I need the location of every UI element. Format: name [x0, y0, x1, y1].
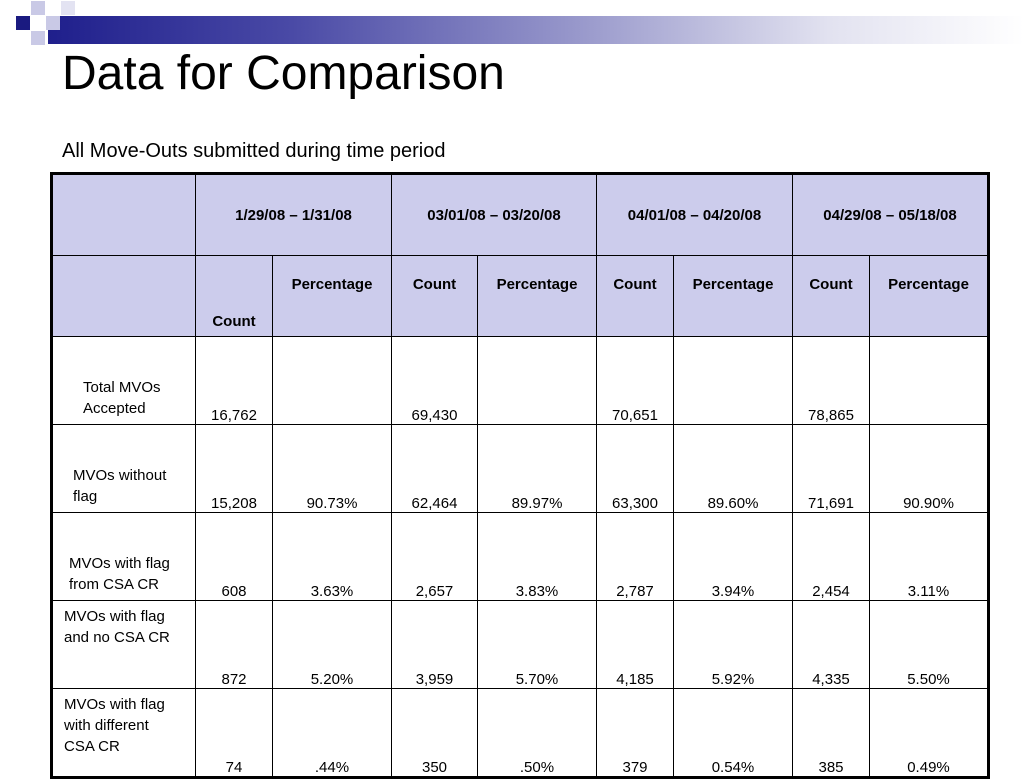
- count-cell: 379: [596, 688, 674, 778]
- count-header: Count: [195, 255, 273, 337]
- percentage-cell: 90.90%: [869, 424, 989, 513]
- count-cell: 69,430: [391, 336, 478, 425]
- percentage-header: Percentage: [869, 255, 989, 337]
- corner-cell: [51, 255, 196, 337]
- percentage-cell: 3.94%: [673, 512, 793, 601]
- row-label-text: MVOs with flag with different CSA CR: [64, 696, 165, 755]
- count-cell: 4,185: [596, 600, 674, 689]
- percentage-cell: 3.11%: [869, 512, 989, 601]
- count-cell: 872: [195, 600, 273, 689]
- count-cell: 70,651: [596, 336, 674, 425]
- slide-subtitle: All Move-Outs submitted during time peri…: [62, 140, 446, 162]
- table-row: MVOs with flag with different CSA CR 74 …: [51, 688, 989, 778]
- percentage-cell: .44%: [272, 688, 392, 778]
- percentage-header: Percentage: [477, 255, 597, 337]
- decor-square: [16, 16, 30, 30]
- percentage-cell: 89.60%: [673, 424, 793, 513]
- table-row: MVOs with flag from CSA CR 608 3.63% 2,6…: [51, 512, 989, 601]
- count-cell: 385: [792, 688, 870, 778]
- percentage-cell: 5.50%: [869, 600, 989, 689]
- count-header: Count: [596, 255, 674, 337]
- percentage-cell: [869, 336, 989, 425]
- decor-square: [61, 1, 75, 15]
- table-row: MVOs without flag 15,208 90.73% 62,464 8…: [51, 424, 989, 513]
- row-label: Total MVOs Accepted: [51, 336, 196, 425]
- percentage-header: Percentage: [272, 255, 392, 337]
- percentage-cell: [477, 336, 597, 425]
- count-cell: 608: [195, 512, 273, 601]
- percentage-header: Percentage: [673, 255, 793, 337]
- percentage-cell: .50%: [477, 688, 597, 778]
- percentage-cell: [673, 336, 793, 425]
- table-row: Total MVOs Accepted 16,762 69,430 70,651…: [51, 336, 989, 425]
- decor-square: [31, 31, 45, 45]
- count-cell: 16,762: [195, 336, 273, 425]
- row-label-text: MVOs without flag: [73, 467, 167, 505]
- count-cell: 2,454: [792, 512, 870, 601]
- period-header: 1/29/08 – 1/31/08: [195, 173, 392, 256]
- row-label: MVOs with flag from CSA CR: [51, 512, 196, 601]
- count-cell: 63,300: [596, 424, 674, 513]
- count-cell: 3,959: [391, 600, 478, 689]
- row-label: MVOs with flag with different CSA CR: [51, 688, 196, 778]
- decor-square: [46, 16, 60, 30]
- corner-cell: [51, 173, 196, 256]
- count-cell: 2,657: [391, 512, 478, 601]
- count-cell: 15,208: [195, 424, 273, 513]
- subheader-row: Count Percentage Count Percentage Count …: [51, 255, 989, 337]
- count-cell: 2,787: [596, 512, 674, 601]
- count-cell: 62,464: [391, 424, 478, 513]
- percentage-cell: 89.97%: [477, 424, 597, 513]
- count-cell: 74: [195, 688, 273, 778]
- decor-square: [31, 1, 45, 15]
- percentage-cell: 5.70%: [477, 600, 597, 689]
- percentage-cell: 0.49%: [869, 688, 989, 778]
- percentage-cell: [272, 336, 392, 425]
- percentage-cell: 90.73%: [272, 424, 392, 513]
- count-cell: 78,865: [792, 336, 870, 425]
- count-header: Count: [391, 255, 478, 337]
- count-cell: 4,335: [792, 600, 870, 689]
- percentage-cell: 3.63%: [272, 512, 392, 601]
- row-label: MVOs without flag: [51, 424, 196, 513]
- period-header-row: 1/29/08 – 1/31/08 03/01/08 – 03/20/08 04…: [51, 173, 989, 256]
- row-label-text: Total MVOs Accepted: [83, 379, 161, 417]
- table-row: MVOs with flag and no CSA CR 872 5.20% 3…: [51, 600, 989, 689]
- percentage-cell: 0.54%: [673, 688, 793, 778]
- period-header: 03/01/08 – 03/20/08: [391, 173, 597, 256]
- row-label-text: MVOs with flag and no CSA CR: [64, 608, 170, 646]
- percentage-cell: 5.20%: [272, 600, 392, 689]
- count-cell: 350: [391, 688, 478, 778]
- comparison-table: 1/29/08 – 1/31/08 03/01/08 – 03/20/08 04…: [50, 172, 990, 779]
- percentage-cell: 3.83%: [477, 512, 597, 601]
- count-cell: 71,691: [792, 424, 870, 513]
- header-band: [48, 16, 1024, 44]
- count-header: Count: [792, 255, 870, 337]
- row-label-text: MVOs with flag from CSA CR: [69, 555, 170, 593]
- percentage-cell: 5.92%: [673, 600, 793, 689]
- period-header: 04/29/08 – 05/18/08: [792, 173, 989, 256]
- period-header: 04/01/08 – 04/20/08: [596, 173, 793, 256]
- slide-title: Data for Comparison: [62, 47, 505, 100]
- row-label: MVOs with flag and no CSA CR: [51, 600, 196, 689]
